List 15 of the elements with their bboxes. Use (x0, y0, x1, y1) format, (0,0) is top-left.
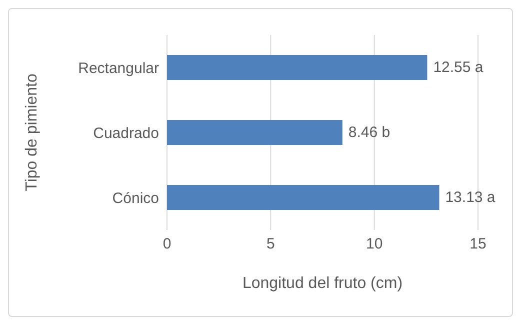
y-tick-label: Cuadrado (93, 124, 159, 142)
x-tick-label: 0 (162, 236, 172, 253)
data-label: 8.46 b (348, 124, 390, 141)
data-label: 13.13 a (445, 189, 496, 206)
y-tick-label: Cónico (112, 190, 159, 207)
y-axis-title: Tipo de pimiento (24, 74, 41, 192)
x-axis-title: Longitud del fruto (cm) (242, 275, 403, 292)
x-tick-label: 5 (266, 236, 275, 253)
bar (167, 120, 342, 145)
data-label: 12.55 a (433, 59, 484, 76)
y-tick-label: Rectangular (78, 60, 159, 77)
x-tick-label: 15 (470, 236, 486, 253)
bar (167, 185, 440, 210)
x-tick-label: 10 (366, 236, 383, 253)
bar (167, 55, 428, 80)
